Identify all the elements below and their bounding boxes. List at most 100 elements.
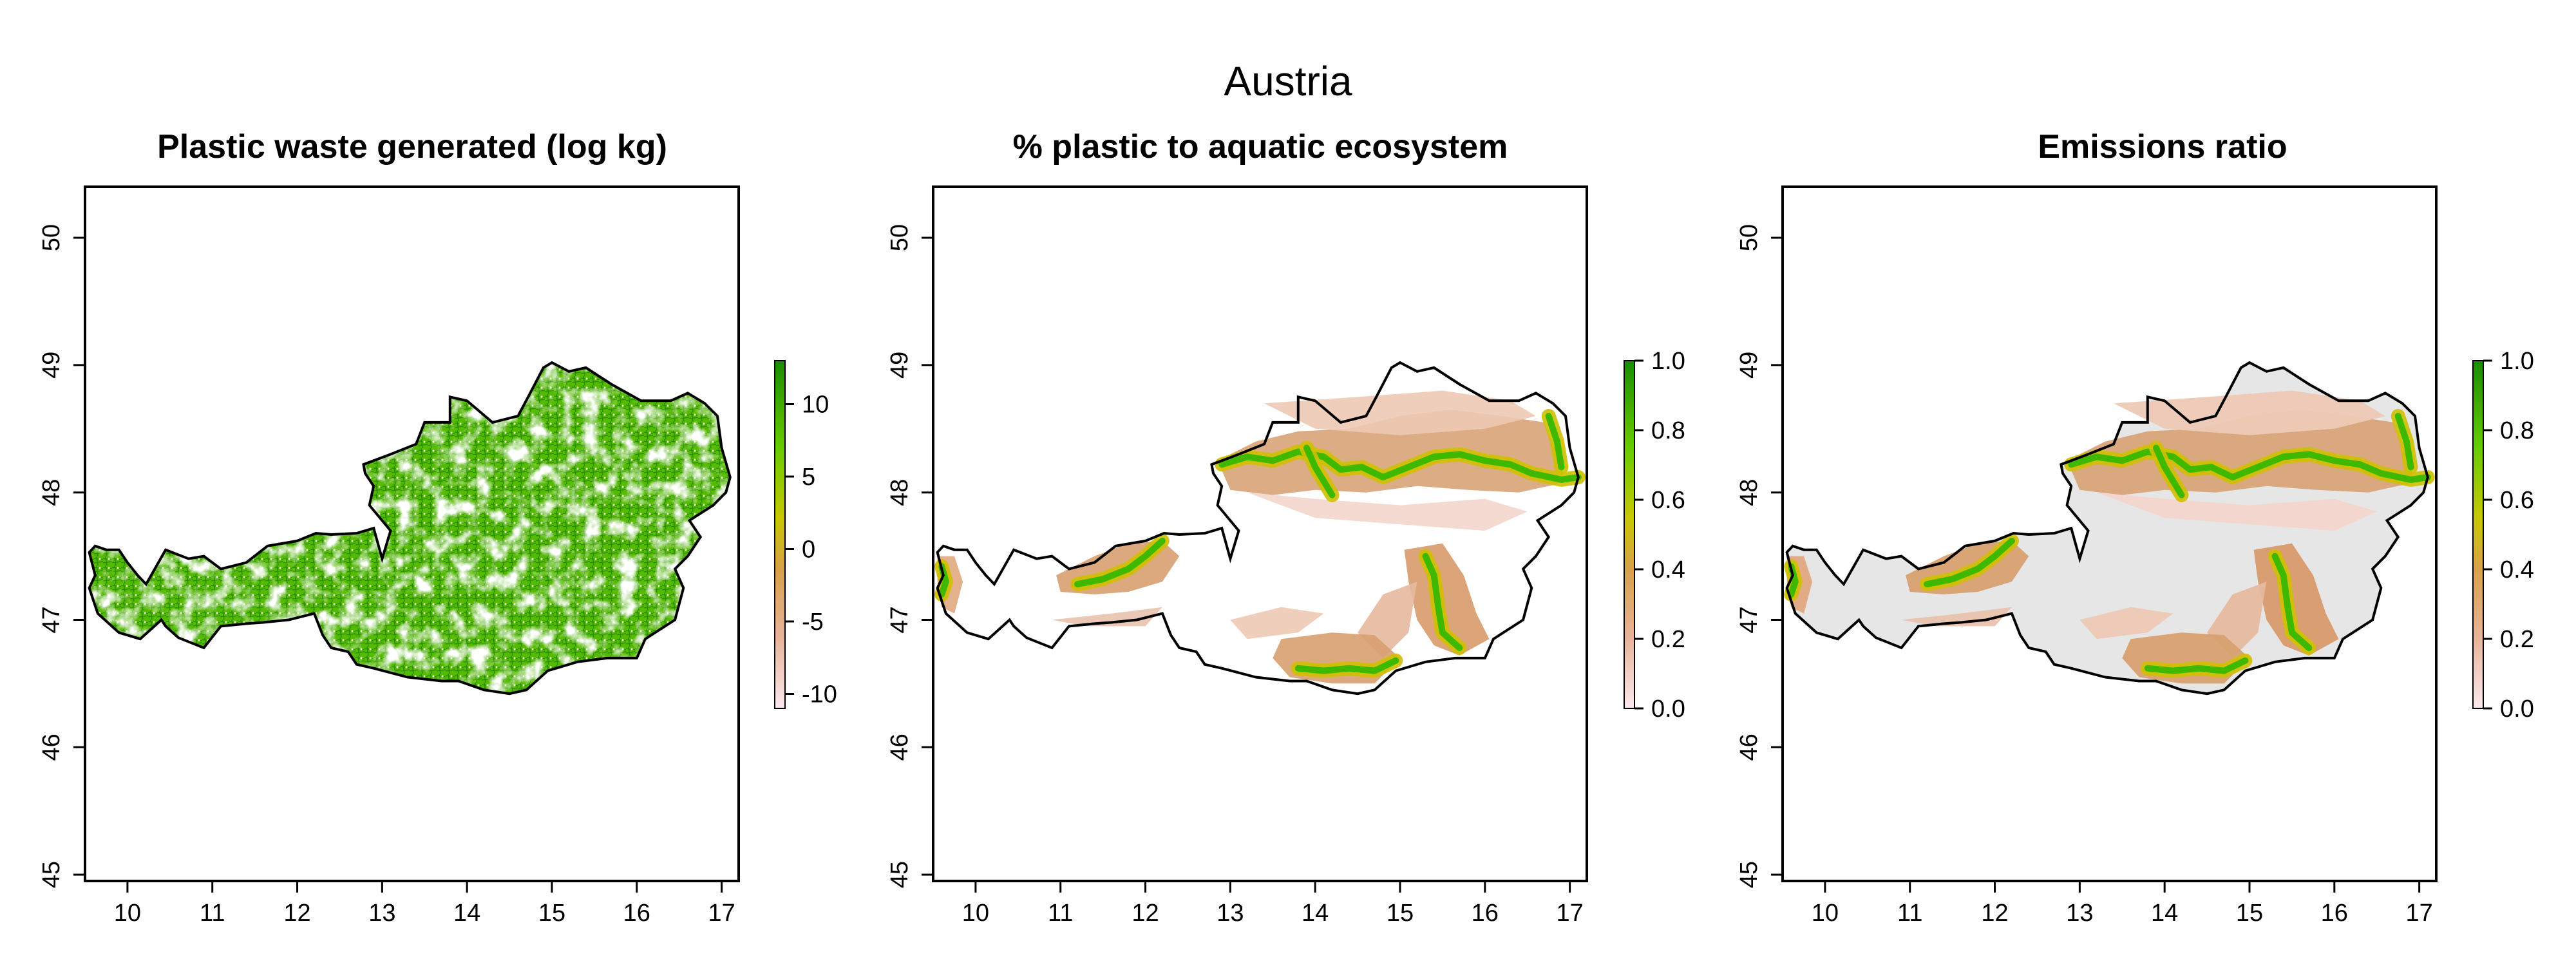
x-tick-label: 10 [962, 900, 989, 927]
x-tick-label: 16 [623, 900, 650, 927]
y-tick-label: 45 [1736, 861, 1763, 888]
y-tick-label: 47 [886, 606, 913, 633]
colorbar-tick-label: 0.2 [2500, 626, 2534, 653]
y-tick-label: 49 [1736, 352, 1763, 379]
y-tick-label: 48 [1736, 479, 1763, 506]
colorbar: 1.0 0.8 0.6 0.4 0.2 0.0 [1624, 348, 1685, 723]
x-tick-label: 11 [1897, 900, 1922, 927]
plot-frame [84, 185, 740, 882]
panel-title: Emissions ratio [2038, 128, 2287, 166]
emission-zone [2096, 492, 2377, 531]
y-axis: 45 46 47 48 49 50 [38, 224, 85, 888]
y-tick-label: 46 [38, 734, 65, 761]
x-tick-label: 16 [2321, 900, 2348, 927]
colorbar-tick-label: 5 [802, 464, 815, 491]
plot-frame [1781, 185, 2438, 882]
colorbar-tick-label: 0.4 [1651, 556, 1685, 583]
river-line [1074, 537, 1166, 588]
y-tick-label: 48 [886, 479, 913, 506]
panel-emissions-ratio: Emissions ratio 10 11 12 13 14 15 16 17 4546474… [1736, 128, 2534, 927]
y-tick-label: 49 [38, 352, 65, 379]
river-network [1784, 409, 2435, 678]
colorbar-tick-label: 0.8 [1651, 417, 1685, 444]
x-tick-label: 13 [1217, 900, 1244, 927]
x-tick-label: 17 [1556, 900, 1583, 927]
emission-zone [1217, 410, 1566, 495]
x-axis: 10 11 12 13 14 15 16 17 [1812, 881, 2433, 927]
river-line [1422, 553, 1463, 651]
colorbar-tick-label: 0.2 [1651, 626, 1685, 653]
y-tick-label: 50 [1736, 224, 1763, 251]
river-line [2153, 444, 2185, 498]
colorbar-tick-label: 0.6 [1651, 487, 1685, 514]
x-axis: 10 11 12 13 14 15 16 17 [962, 881, 1584, 927]
y-tick-label: 49 [886, 352, 913, 379]
emission-zone [1052, 607, 1162, 627]
y-axis: 45 46 47 48 49 50 [886, 224, 933, 888]
panel-title: Plastic waste generated (log kg) [157, 128, 667, 166]
x-tick-label: 13 [2066, 900, 2093, 927]
x-tick-label: 11 [1048, 900, 1073, 927]
austria-border [1785, 361, 2429, 696]
austria-region-mottle [89, 363, 730, 694]
emission-zone [2114, 390, 2385, 435]
x-tick-label: 15 [1387, 900, 1414, 927]
austria-border [936, 361, 1580, 696]
river-line [1294, 657, 1399, 674]
colorbar-tick-label: 1.0 [1651, 348, 1685, 375]
colorbar-tick-label: 0.0 [1651, 696, 1685, 723]
map-area [1784, 361, 2435, 696]
emission-zone [1230, 607, 1324, 639]
y-tick-label: 48 [38, 479, 65, 506]
figure-title: Austria [1224, 58, 1352, 104]
colorbar-gradient [2472, 360, 2484, 709]
emission-zone [2079, 607, 2174, 639]
river-line [2144, 657, 2249, 674]
austria-border [88, 361, 732, 696]
x-tick-label: 11 [200, 900, 225, 927]
x-tick-label: 10 [114, 900, 141, 927]
river-line [2394, 413, 2414, 471]
colorbar: 10 5 0 -5 -10 [774, 360, 837, 709]
colorbar-tick-label: -5 [802, 609, 824, 636]
emission-zone [1901, 607, 2012, 627]
x-tick-label: 17 [708, 900, 735, 927]
x-tick-label: 15 [2236, 900, 2263, 927]
x-tick-label: 14 [453, 900, 480, 927]
colorbar-tick-label: 0.6 [2500, 487, 2534, 514]
colorbar-gradient [774, 360, 786, 709]
river-line [1303, 444, 1336, 498]
x-tick-label: 12 [283, 900, 310, 927]
y-tick-label: 47 [38, 606, 65, 633]
y-tick-label: 46 [1736, 734, 1763, 761]
river-line [1218, 448, 1582, 483]
colorbar-tick-label: -10 [802, 681, 837, 708]
river-line [1545, 413, 1565, 471]
panel-plastic-waste: Plastic waste generated (log kg) 10 11 12 1… [38, 128, 837, 927]
panel-aquatic-percent: % plastic to aquatic ecosystem 10 11 12 13 1… [886, 128, 1685, 927]
map-area [88, 361, 732, 696]
colorbar: 1.0 0.8 0.6 0.4 0.2 0.0 [2472, 348, 2534, 723]
map-area [934, 361, 1586, 696]
colorbar-tick-label: 0.0 [2500, 696, 2534, 723]
river-network [934, 409, 1586, 678]
x-tick-label: 10 [1812, 900, 1839, 927]
river-line [1924, 537, 2015, 588]
x-tick-label: 14 [2151, 900, 2178, 927]
emission-zone [2067, 410, 2415, 495]
colorbar-tick-label: 0 [802, 536, 815, 564]
y-tick-label: 46 [886, 734, 913, 761]
y-tick-label: 50 [38, 224, 65, 251]
river-line [2068, 448, 2431, 483]
emission-zone [1247, 492, 1528, 531]
colorbar-gradient [1624, 360, 1635, 709]
panel-title: % plastic to aquatic ecosystem [1013, 128, 1508, 166]
y-axis: 45 46 47 48 49 50 [1736, 224, 1783, 888]
x-tick-label: 15 [538, 900, 565, 927]
x-tick-label: 13 [368, 900, 395, 927]
y-tick-label: 47 [1736, 606, 1763, 633]
river-line [2271, 553, 2313, 651]
x-tick-label: 14 [1302, 900, 1329, 927]
x-tick-label: 12 [1981, 900, 2008, 927]
